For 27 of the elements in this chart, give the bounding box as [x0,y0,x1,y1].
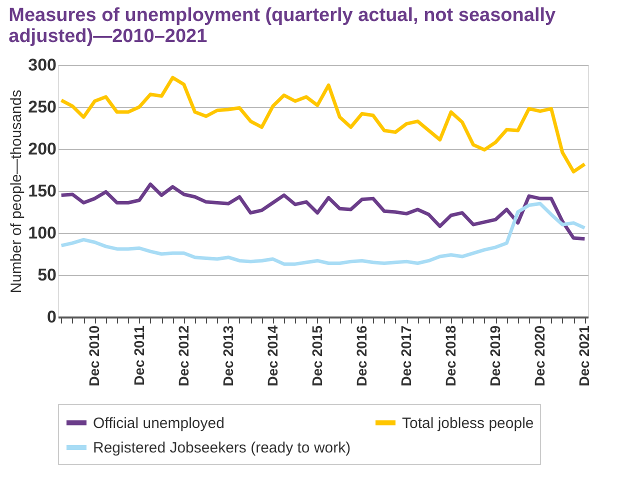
y-tick-label: 50 [38,266,56,284]
x-tick-label: Dec 2011 [130,325,147,386]
y-tick-label: 300 [28,56,56,74]
x-tick-label: Dec 2013 [220,325,236,386]
y-tick-label: 200 [28,140,56,158]
y-tick-label: 150 [28,182,56,200]
x-tick-label: Dec 2017 [398,325,414,386]
x-tick-label: Dec 2021 [576,325,592,386]
y-tick-label: 100 [28,224,56,242]
x-tick-label: Dec 2010 [86,325,102,386]
y-axis-title: Number of people—thousands [8,90,26,294]
y-tick-label: 0 [47,308,56,326]
x-tick-label: Dec 2014 [264,325,280,386]
x-tick-label: Dec 2018 [442,325,459,386]
chart-title: Measures of unemployment (quarterly actual, not seasonally adjusted)—2010–2021 [8,5,556,47]
line-series [60,182,586,241]
x-tick-label: Dec 2012 [175,325,192,386]
legend-label: Total jobless people [402,414,534,432]
x-tick-label: Dec 2016 [353,325,370,386]
legend-label: Registered Jobseekers (ready to work) [93,440,351,456]
x-tick-label: Dec 2015 [308,325,325,386]
y-tick-label: 250 [28,98,56,116]
x-tick-label: Dec 2020 [532,325,548,386]
legend-label: Official unemployed [93,414,224,432]
x-tick-label: Dec 2019 [487,325,504,386]
line-series [60,202,586,266]
line-series [60,76,586,174]
